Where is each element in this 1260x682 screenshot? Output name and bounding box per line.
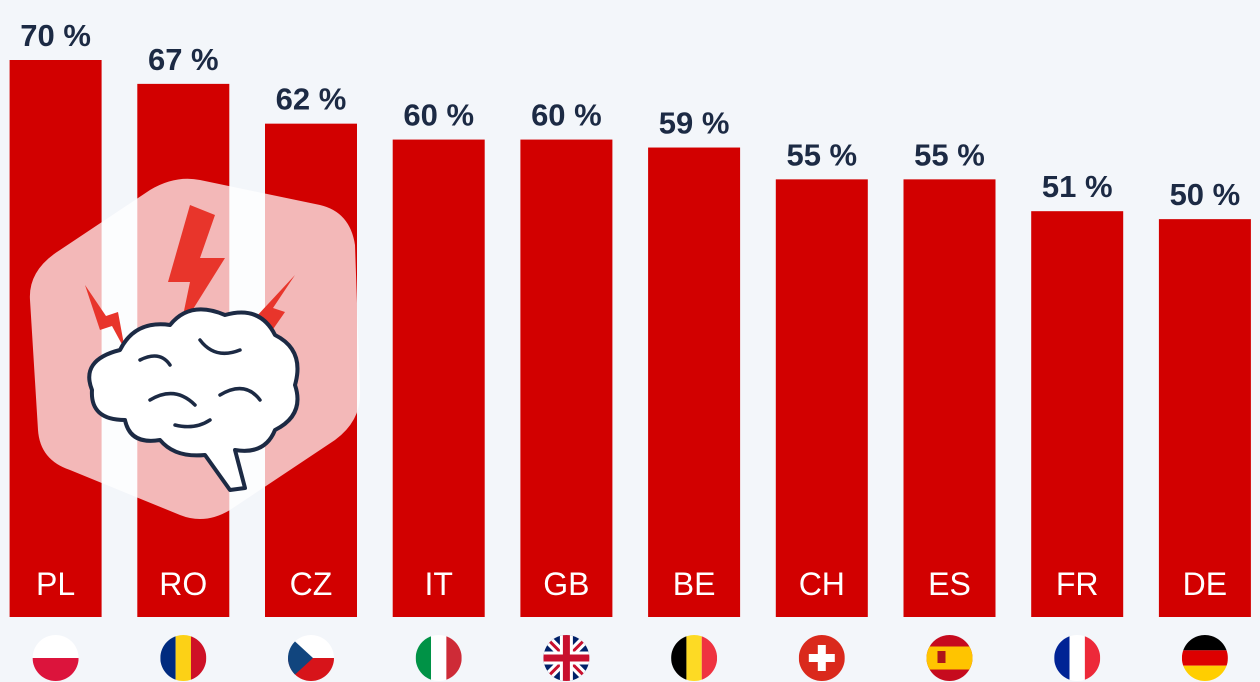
flag-stripe	[1054, 635, 1069, 681]
value-label: 55 %	[786, 137, 857, 172]
flag-stripe	[1182, 635, 1228, 650]
value-label: 59 %	[659, 106, 730, 141]
flag-stripe	[1070, 635, 1085, 681]
flag-stripe	[431, 635, 446, 681]
flag	[160, 635, 206, 681]
bar	[393, 140, 485, 617]
flag-stripe	[160, 635, 175, 681]
flag-stripe	[702, 635, 717, 681]
flag	[416, 635, 462, 681]
category-label: FR	[1056, 566, 1099, 602]
bar	[904, 179, 996, 617]
bar	[648, 148, 740, 617]
flag-stripe	[416, 635, 431, 681]
category-label: BE	[673, 566, 716, 602]
flag	[1182, 635, 1228, 681]
category-label: DE	[1183, 566, 1227, 602]
bar	[1159, 219, 1251, 617]
flag-stripe	[671, 635, 686, 681]
page: {"chart_data": {"type": "bar", "categori…	[0, 0, 1260, 682]
value-label: 70 %	[20, 18, 91, 53]
flag-stripe	[938, 651, 946, 663]
flag	[33, 635, 79, 681]
flag-stripe	[33, 658, 79, 681]
bar	[520, 140, 612, 617]
value-label: 60 %	[403, 98, 474, 133]
flag	[543, 635, 589, 681]
chart: 70 % PL 67 % RO 62 % CZ 60 % IT 60 % GB 59 % BE 55 %…	[0, 0, 1260, 682]
flag	[288, 635, 334, 681]
category-label: PL	[36, 566, 75, 602]
flag-stripe	[1085, 635, 1100, 681]
category-label: CZ	[290, 566, 333, 602]
value-label: 60 %	[531, 98, 602, 133]
flag-stripe	[1182, 650, 1228, 665]
flag-stripe	[927, 647, 973, 670]
flag	[799, 635, 845, 681]
flag	[927, 635, 973, 681]
value-label: 51 %	[1042, 169, 1113, 204]
flag-stripe	[1182, 666, 1228, 681]
flag	[1054, 635, 1100, 681]
value-label: 55 %	[914, 137, 985, 172]
flag	[671, 635, 717, 681]
category-label: ES	[928, 566, 971, 602]
flag-stripe	[33, 635, 79, 658]
value-label: 62 %	[276, 82, 347, 117]
bar	[1031, 211, 1123, 617]
category-label: RO	[159, 566, 207, 602]
category-label: GB	[543, 566, 589, 602]
category-label: IT	[424, 566, 452, 602]
flag-stripe	[686, 635, 701, 681]
flag-stripe	[176, 635, 191, 681]
flag-stripe	[446, 635, 461, 681]
category-label: CH	[799, 566, 845, 602]
flag-stripe	[191, 635, 206, 681]
value-label: 50 %	[1170, 177, 1241, 212]
value-label: 67 %	[148, 42, 219, 77]
bar	[776, 179, 868, 617]
